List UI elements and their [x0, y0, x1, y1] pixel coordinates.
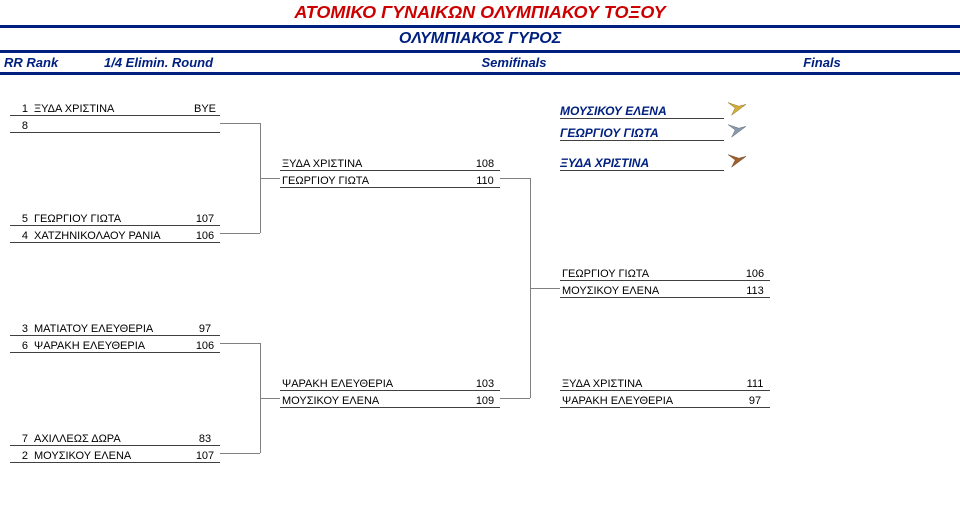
- bronze-winner: ΞΥΔΑ ΧΡΙΣΤΙΝΑ: [560, 154, 724, 171]
- qf-pair-1: 1ΞΥΔΑ ΧΡΙΣΤΙΝΑBYE 8: [10, 99, 220, 133]
- score: 106: [740, 268, 770, 280]
- seed: 3: [10, 323, 32, 335]
- score: 113: [740, 285, 770, 297]
- player-name: ΞΥΔΑ ΧΡΙΣΤΙΝΑ: [560, 378, 740, 390]
- seed: 7: [10, 433, 32, 445]
- bronze-medal-icon: [724, 151, 750, 174]
- gold-winner: ΜΟΥΣΙΚΟΥ ΕΛΕΝΑ: [560, 102, 724, 119]
- header-final: Finals: [684, 55, 960, 70]
- score: 97: [740, 395, 770, 407]
- seed: 2: [10, 450, 32, 462]
- score: 106: [190, 340, 220, 352]
- qf-pair-3: 3ΜΑΤΙΑΤΟΥ ΕΛΕΥΘΕΡΙΑ97 6ΨΑΡΑΚΗ ΕΛΕΥΘΕΡΙΑ1…: [10, 319, 220, 353]
- score: 103: [470, 378, 500, 390]
- gold-medal-icon: [724, 99, 750, 122]
- title-sub: ΟΛΥΜΠΙΑΚΟΣ ΓΥΡΟΣ: [0, 28, 960, 53]
- player-name: ΓΕΩΡΓΙΟΥ ΓΙΩΤΑ: [560, 268, 740, 280]
- score: 107: [190, 213, 220, 225]
- player-name: ΓΕΩΡΓΙΟΥ ΓΙΩΤΑ: [32, 213, 190, 225]
- title-main: ΑΤΟΜΙΚΟ ΓΥΝΑΙΚΩΝ ΟΛΥΜΠΙΑΚΟΥ ΤΟΞΟΥ: [0, 0, 960, 28]
- score: 97: [190, 323, 220, 335]
- seed: 5: [10, 213, 32, 225]
- score: 107: [190, 450, 220, 462]
- player-name: ΜΟΥΣΙΚΟΥ ΕΛΕΝΑ: [560, 285, 740, 297]
- sf-pair-2: ΨΑΡΑΚΗ ΕΛΕΥΘΕΡΙΑ103 ΜΟΥΣΙΚΟΥ ΕΛΕΝΑ109: [280, 374, 500, 408]
- score: BYE: [190, 103, 220, 115]
- qf-pair-2: 5ΓΕΩΡΓΙΟΥ ΓΙΩΤΑ107 4ΧΑΤΖΗΝΙΚΟΛΑΟΥ ΡΑΝΙΑ1…: [10, 209, 220, 243]
- score: 110: [470, 175, 500, 187]
- player-name: ΓΕΩΡΓΙΟΥ ΓΙΩΤΑ: [280, 175, 470, 187]
- medal-box: ΜΟΥΣΙΚΟΥ ΕΛΕΝΑ ΓΕΩΡΓΙΟΥ ΓΙΩΤΑ ΞΥΔΑ ΧΡΙΣΤ…: [560, 99, 750, 173]
- seed: 6: [10, 340, 32, 352]
- player-name: ΑΧΙΛΛΕΩΣ ΔΩΡΑ: [32, 433, 190, 445]
- score: 83: [190, 433, 220, 445]
- header-rr: RR Rank: [0, 55, 104, 70]
- seed: 1: [10, 103, 32, 115]
- header-qf: 1/4 Elimin. Round: [104, 55, 344, 70]
- silver-medal-icon: [724, 121, 750, 144]
- seed: 4: [10, 230, 32, 242]
- final-pair: ΓΕΩΡΓΙΟΥ ΓΙΩΤΑ106 ΜΟΥΣΙΚΟΥ ΕΛΕΝΑ113: [560, 264, 770, 298]
- seed: 8: [10, 120, 32, 132]
- player-name: ΨΑΡΑΚΗ ΕΛΕΥΘΕΡΙΑ: [560, 395, 740, 407]
- bracket: 1ΞΥΔΑ ΧΡΙΣΤΙΝΑBYE 8 5ΓΕΩΡΓΙΟΥ ΓΙΩΤΑ107 4…: [0, 89, 960, 509]
- player-name: ΨΑΡΑΚΗ ΕΛΕΥΘΕΡΙΑ: [32, 340, 190, 352]
- player-name: ΞΥΔΑ ΧΡΙΣΤΙΝΑ: [32, 103, 190, 115]
- sf-pair-1: ΞΥΔΑ ΧΡΙΣΤΙΝΑ108 ΓΕΩΡΓΙΟΥ ΓΙΩΤΑ110: [280, 154, 500, 188]
- player-name: ΜΟΥΣΙΚΟΥ ΕΛΕΝΑ: [32, 450, 190, 462]
- player-name: ΨΑΡΑΚΗ ΕΛΕΥΘΕΡΙΑ: [280, 378, 470, 390]
- score: 106: [190, 230, 220, 242]
- score: 108: [470, 158, 500, 170]
- score: 109: [470, 395, 500, 407]
- bronze-pair: ΞΥΔΑ ΧΡΙΣΤΙΝΑ111 ΨΑΡΑΚΗ ΕΛΕΥΘΕΡΙΑ97: [560, 374, 770, 408]
- header-row: RR Rank 1/4 Elimin. Round Semifinals Fin…: [0, 53, 960, 75]
- player-name: ΜΟΥΣΙΚΟΥ ΕΛΕΝΑ: [280, 395, 470, 407]
- player-name: ΧΑΤΖΗΝΙΚΟΛΑΟΥ ΡΑΝΙΑ: [32, 230, 190, 242]
- header-sf: Semifinals: [344, 55, 684, 70]
- qf-pair-4: 7ΑΧΙΛΛΕΩΣ ΔΩΡΑ83 2ΜΟΥΣΙΚΟΥ ΕΛΕΝΑ107: [10, 429, 220, 463]
- silver-winner: ΓΕΩΡΓΙΟΥ ΓΙΩΤΑ: [560, 124, 724, 141]
- score: 111: [740, 378, 770, 390]
- player-name: ΜΑΤΙΑΤΟΥ ΕΛΕΥΘΕΡΙΑ: [32, 323, 190, 335]
- player-name: ΞΥΔΑ ΧΡΙΣΤΙΝΑ: [280, 158, 470, 170]
